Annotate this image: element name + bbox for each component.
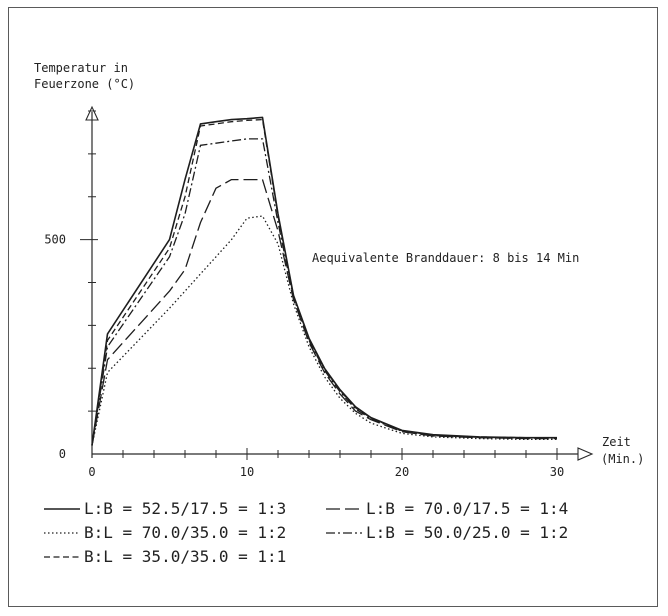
x-tick-label: 30 bbox=[550, 465, 564, 479]
annotation-equivalent-duration: Aequivalente Branddauer: 8 bis 14 Min bbox=[312, 251, 579, 265]
axes: 0 10 20 30 0 500 bbox=[44, 105, 594, 479]
chart-labels: Temperatur in Feuerzone (°C) Zeit (Min.)… bbox=[34, 61, 644, 466]
series-line-3 bbox=[91, 215, 557, 446]
y-axis-arrow bbox=[85, 105, 99, 121]
x-axis-label-line-1: Zeit bbox=[602, 435, 631, 449]
legend-label-4: L:B = 50.0/25.0 = 1:2 bbox=[366, 523, 568, 542]
x-tick-label: 10 bbox=[240, 465, 254, 479]
x-axis-label-line-2: (Min.) bbox=[601, 452, 644, 466]
figure-frame bbox=[8, 7, 658, 607]
x-tick-label: 0 bbox=[88, 465, 95, 479]
series-line-5 bbox=[91, 118, 557, 446]
y-axis-label-line-2: Feuerzone (°C) bbox=[34, 77, 135, 91]
legend-label-5: B:L = 35.0/35.0 = 1:1 bbox=[84, 547, 286, 566]
y-tick-label: 500 bbox=[44, 233, 66, 247]
series-line-1 bbox=[91, 116, 557, 446]
legend-label-3: B:L = 70.0/35.0 = 1:2 bbox=[84, 523, 286, 542]
series-line-2 bbox=[91, 178, 557, 446]
x-axis-arrow bbox=[577, 447, 594, 461]
x-tick-label: 20 bbox=[395, 465, 409, 479]
series-line-4 bbox=[91, 138, 557, 446]
y-tick-label: 0 bbox=[59, 447, 66, 461]
legend-label-1: L:B = 52.5/17.5 = 1:3 bbox=[84, 499, 286, 518]
series-lines bbox=[91, 116, 557, 446]
legend-label-2: L:B = 70.0/17.5 = 1:4 bbox=[366, 499, 568, 518]
y-axis-label-line-1: Temperatur in bbox=[34, 61, 128, 75]
legend: L:B = 52.5/17.5 = 1:3 L:B = 70.0/17.5 = 1… bbox=[44, 499, 568, 566]
